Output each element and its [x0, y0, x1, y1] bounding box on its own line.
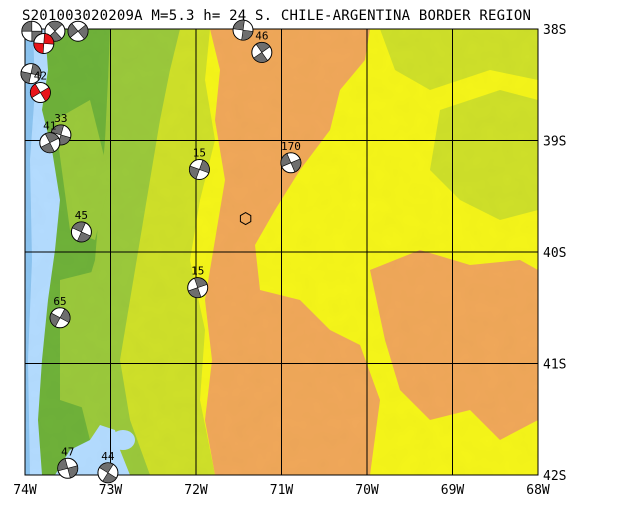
latitude-labels: 38S 39S 40S 41S 42S [543, 23, 566, 484]
beachball-compression [232, 19, 254, 41]
event-depth-label: 46 [255, 29, 268, 42]
beachball-compression [189, 159, 210, 180]
epicenter-marker [239, 212, 252, 226]
beachball-compression [253, 42, 271, 63]
longitude-label: 74W [13, 483, 37, 498]
longitude-label: 70W [355, 483, 379, 498]
beachball-compression [187, 277, 208, 298]
focal-mechanism: 42 [29, 70, 51, 104]
focal-mechanism [232, 19, 254, 41]
focal-mechanism: 46 [251, 29, 273, 63]
event-depth-label: 44 [101, 450, 115, 463]
event-depth-label: 65 [53, 295, 66, 308]
focal-mechanism: 45 [70, 209, 92, 243]
event-depth-label: 42 [34, 70, 47, 83]
beachball-compression [40, 132, 60, 154]
beachball-compression [280, 153, 302, 173]
focal-mechanism: 15 [188, 146, 210, 180]
beachball-compression [71, 221, 91, 243]
longitude-label: 71W [270, 483, 294, 498]
focal-mechanism [33, 32, 55, 54]
beachball-compression [33, 33, 55, 54]
latitude-label: 40S [543, 246, 566, 261]
focal-mechanism [67, 20, 89, 42]
latitude-label: 42S [543, 469, 566, 484]
event-depth-label: 170 [281, 140, 301, 153]
event-depth-label: 15 [193, 146, 206, 159]
beachball-compression [67, 23, 89, 40]
longitude-label: 73W [99, 483, 123, 498]
focal-mechanism: 170 [280, 140, 302, 174]
latitude-label: 41S [543, 358, 566, 373]
focal-mechanism: 65 [49, 295, 71, 329]
longitude-label: 72W [184, 483, 208, 498]
longitude-label: 69W [441, 483, 465, 498]
beachball-compression [30, 83, 51, 102]
focal-mechanism [20, 63, 42, 85]
focal-mechanism: 47 [57, 445, 79, 479]
latitude-label: 38S [543, 23, 566, 38]
beachball-compression [99, 462, 117, 484]
event-depth-label: 47 [61, 445, 74, 458]
event-depth-label: 33 [54, 112, 67, 125]
beachball-compression [20, 63, 42, 84]
focal-mechanism: 41 [39, 120, 61, 154]
beachball-compression [57, 458, 79, 479]
latitude-label: 39S [543, 135, 566, 150]
beachball-compression [49, 308, 71, 328]
focal-mechanism: 44 [97, 450, 119, 484]
map-frame [24, 28, 539, 476]
event-depth-label: 45 [75, 209, 88, 222]
longitude-label: 68W [526, 483, 550, 498]
event-depth-label: 15 [191, 265, 204, 278]
focal-mechanism: 15 [187, 265, 209, 299]
map-title: S201003020209A M=5.3 h= 24 S. CHILE-ARGE… [22, 8, 531, 24]
longitude-labels: 74W 73W 72W 71W 70W 69W 68W [13, 483, 550, 498]
event-depth-label: 41 [43, 120, 56, 133]
